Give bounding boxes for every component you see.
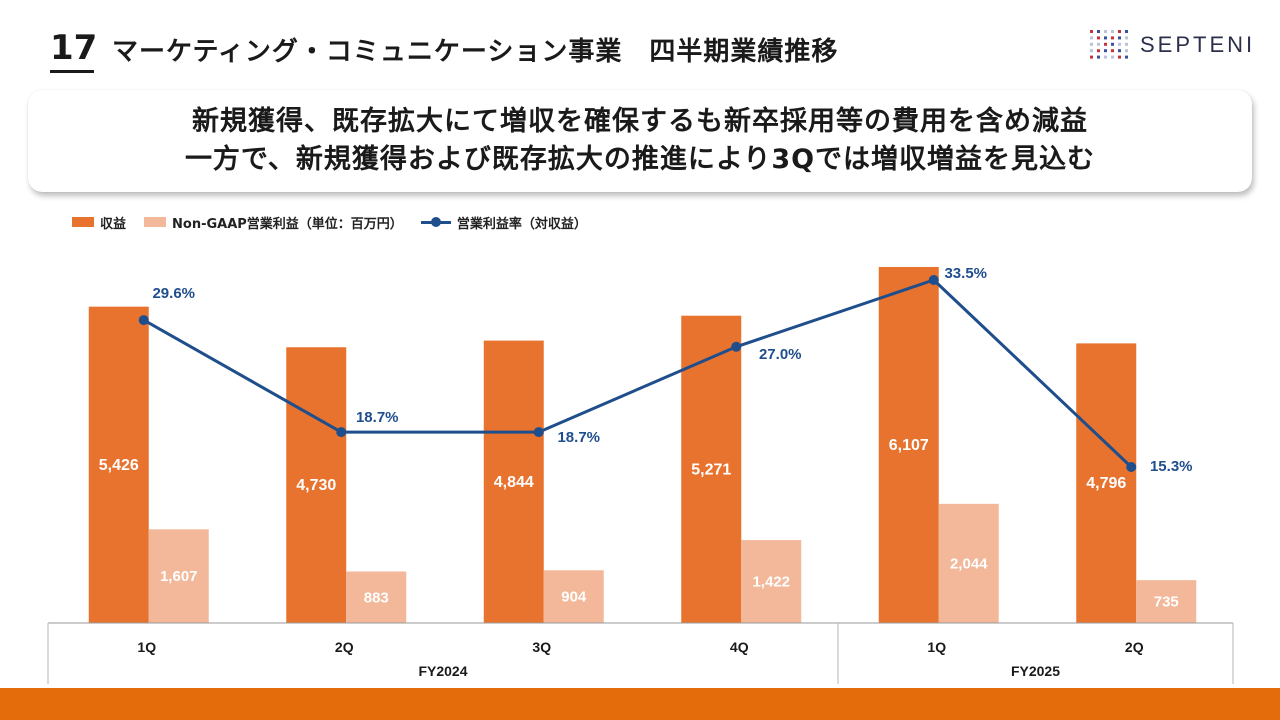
- logo-dot: [1097, 55, 1100, 59]
- logo-dot: [1118, 36, 1121, 40]
- data-label-revenue: 6,107: [889, 437, 929, 454]
- logo-dot: [1125, 42, 1128, 46]
- legend-label-revenue: 収益: [100, 216, 127, 232]
- legend-item-op-income: Non-GAAP営業利益（単位：百万円）: [144, 213, 403, 232]
- logo-dot: [1111, 36, 1114, 40]
- data-label-op-income: 883: [364, 589, 389, 606]
- legend-label-op-income: Non-GAAP営業利益（単位：百万円）: [172, 216, 403, 232]
- logo-dot: [1111, 49, 1114, 53]
- data-label-revenue: 4,730: [296, 477, 336, 494]
- bar-op-income: [741, 540, 802, 623]
- bar-op-income: [543, 570, 604, 623]
- logo-dot: [1090, 42, 1093, 46]
- data-label-op-income: 735: [1154, 594, 1179, 611]
- data-label-revenue: 4,844: [494, 474, 534, 491]
- bar-revenue: [878, 266, 939, 623]
- bottom-accent-bar: [0, 688, 1280, 720]
- logo-dot: [1104, 30, 1107, 33]
- data-label-margin: 29.6%: [152, 285, 195, 302]
- x-tick-label: 2Q: [335, 639, 354, 655]
- logo-dot: [1111, 42, 1114, 46]
- page-number: 17: [50, 28, 98, 68]
- logo-dot: [1118, 42, 1121, 46]
- logo-dot: [1111, 30, 1114, 33]
- data-label-op-income: 1,422: [752, 574, 790, 591]
- x-tick-label: 2Q: [1125, 639, 1144, 655]
- margin-point: [928, 275, 939, 285]
- x-tick-label: 1Q: [137, 639, 156, 655]
- page-number-underline: [50, 70, 94, 73]
- legend-label-margin: 営業利益率（対収益）: [456, 216, 587, 232]
- logo-dot: [1090, 30, 1093, 33]
- data-label-revenue: 5,426: [99, 457, 139, 474]
- x-tick-label: 1Q: [927, 639, 946, 655]
- logo-dot: [1111, 55, 1114, 59]
- logo-dot: [1104, 55, 1107, 59]
- margin-point: [731, 341, 742, 352]
- logo-dot: [1097, 42, 1100, 46]
- group-label: FY2024: [418, 663, 467, 679]
- legend-swatch-op-income: [144, 217, 167, 227]
- legend-item-revenue: 収益: [72, 213, 126, 232]
- margin-point: [1126, 462, 1137, 472]
- logo-dot: [1125, 36, 1128, 40]
- logo-dot: [1125, 49, 1128, 53]
- logo-dot: [1104, 42, 1107, 46]
- logo-dot: [1118, 49, 1121, 53]
- x-tick-label: 4Q: [730, 639, 749, 655]
- logo-dot: [1097, 49, 1100, 53]
- logo-dot: [1090, 55, 1093, 59]
- septeni-logo-icon: [1090, 30, 1128, 59]
- data-label-op-income: 1,607: [160, 568, 198, 585]
- headline-line-1: 新規獲得、既存拡大にて増収を確保するも新卒採用等の費用を含め減益: [192, 106, 1088, 137]
- data-label-margin: 27.0%: [759, 346, 802, 363]
- logo-dot: [1097, 30, 1100, 33]
- bar-revenue: [483, 340, 544, 623]
- headline-box: 新規獲得、既存拡大にて増収を確保するも新卒採用等の費用を含め減益 一方で、新規獲…: [28, 90, 1252, 192]
- logo-dot: [1097, 36, 1100, 40]
- legend-swatch-revenue: [72, 217, 94, 227]
- logo-dot: [1090, 49, 1093, 53]
- data-label-op-income: 2,044: [950, 555, 988, 572]
- margin-point: [533, 427, 544, 438]
- legend-item-margin: 営業利益率（対収益）: [420, 213, 587, 232]
- data-label-revenue: 4,796: [1086, 475, 1126, 492]
- data-label-margin: 18.7%: [557, 429, 600, 446]
- logo-dot: [1125, 55, 1128, 59]
- bar-op-income: [938, 503, 999, 623]
- logo-dot: [1090, 36, 1093, 40]
- quarterly-chart: 5,426 1,607 1Q 4,730 883 2Q 4,844 904 3Q 5,271 1,4…: [47, 265, 1234, 684]
- logo-dot: [1104, 36, 1107, 40]
- logo-text: SEPTENI: [1140, 32, 1256, 57]
- data-label-margin: 15.3%: [1150, 458, 1193, 475]
- logo-dot: [1118, 55, 1121, 59]
- group-label: FY2025: [1011, 663, 1060, 679]
- bar-revenue: [1076, 343, 1137, 623]
- chart-legend: 収益 Non-GAAP営業利益（単位：百万円） 営業利益率（対収益）: [72, 211, 605, 233]
- data-label-op-income: 904: [561, 589, 587, 606]
- logo-dot: [1125, 30, 1128, 33]
- bar-op-income: [1136, 580, 1197, 623]
- margin-point: [336, 427, 347, 438]
- bar-op-income: [346, 571, 407, 623]
- bar-op-income: [148, 529, 209, 623]
- bar-revenue: [286, 347, 347, 623]
- data-label-margin: 33.5%: [944, 265, 987, 282]
- data-label-revenue: 5,271: [691, 461, 731, 478]
- legend-line-marker: [420, 217, 451, 227]
- data-label-margin: 18.7%: [356, 409, 399, 426]
- septeni-logo: SEPTENI: [1088, 28, 1255, 62]
- logo-dot: [1118, 30, 1121, 33]
- headline-line-2: 一方で、新規獲得および既存拡大の推進により3Qでは増収増益を見込む: [184, 144, 1096, 175]
- x-tick-label: 3Q: [532, 639, 551, 655]
- logo-dot: [1104, 49, 1107, 53]
- page-title: マーケティング・コミュニケーション事業 四半期業績推移: [112, 37, 839, 67]
- margin-line: [143, 278, 1133, 469]
- margin-point: [138, 315, 149, 326]
- bar-revenue: [88, 306, 149, 623]
